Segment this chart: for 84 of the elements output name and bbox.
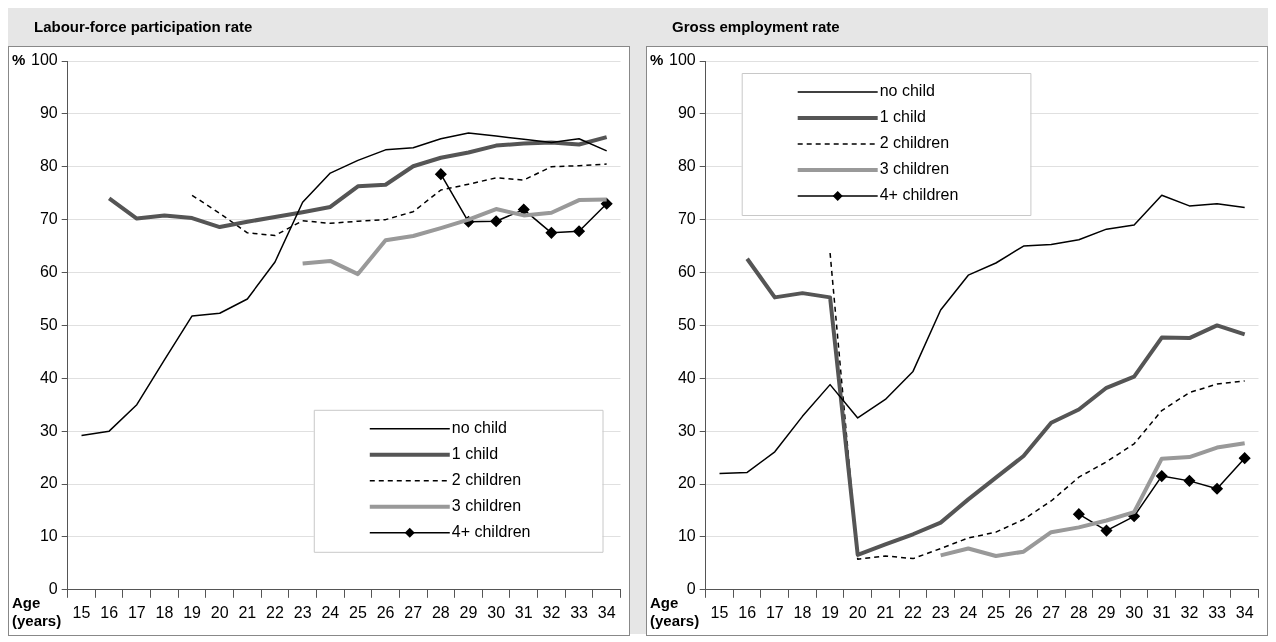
chart-title: Gross employment rate [671,17,841,37]
legend-label: 2 children [879,134,950,152]
chart-title: Labour-force participation rate [33,17,254,37]
x-tick-label: 15 [72,603,91,621]
x-tick-label: 33 [570,603,589,621]
y-tick-label: 20 [677,474,696,492]
x-tick-label: 20 [848,603,867,621]
x-tick-label: 15 [710,603,729,621]
point [490,215,502,227]
x-tick-label: 32 [542,603,561,621]
legend-label: no child [879,82,935,100]
x-tick-label: 28 [431,603,450,621]
y-tick-label: 100 [30,51,58,69]
y-axis-title: % [650,51,664,69]
x-tick-label: 24 [959,603,978,621]
point [1073,508,1085,520]
point [1238,452,1251,464]
y-tick-label: 90 [39,104,58,122]
y-tick-label: 80 [677,157,696,175]
y-tick-label: 10 [677,527,696,545]
x-tick-label: 22 [266,603,284,621]
legend-label: 3 children [451,497,522,515]
legend-label: 4+ children [451,523,531,541]
y-tick-label: 40 [677,368,696,386]
y-tick-label: 10 [39,527,58,545]
x-tick-label: 29 [459,603,478,621]
point [1156,470,1168,482]
legend-label: 4+ children [879,186,959,204]
x-tick-label: 19 [821,603,840,621]
point [435,168,447,180]
point [573,225,585,238]
y-tick-label: 50 [677,315,696,333]
x-tick-label: 23 [293,603,312,621]
x-tick-label: 21 [876,603,895,621]
y-tick-label: 60 [39,262,58,280]
point [1100,524,1113,537]
y-tick-label: 100 [668,51,696,69]
y-tick-label: 30 [39,421,58,439]
x-tick-label: 19 [183,603,202,621]
legend-label: 3 children [879,160,950,178]
legend-label: 2 children [451,471,522,489]
point [545,227,558,239]
point [1183,475,1196,487]
x-tick-label: 29 [1097,603,1116,621]
x-tick-label: 16 [100,603,119,621]
x-tick-label: 17 [127,603,146,621]
x-tick-label: 27 [1042,603,1061,621]
x-tick-label: 18 [155,603,174,621]
x-tick-label: 28 [1069,603,1088,621]
y-tick-label: 80 [39,157,58,175]
x-tick-label: 21 [238,603,257,621]
y-tick-label: 70 [39,210,58,228]
y-tick-label: 70 [677,210,696,228]
point [1211,483,1223,495]
y-tick-label: 60 [677,262,696,280]
x-tick-label: 34 [597,603,616,621]
legend-label: no child [451,419,507,437]
x-tick-label: 18 [793,603,812,621]
legend-label: 1 child [879,108,926,126]
x-tick-label: 26 [376,603,395,621]
x-tick-label: 23 [931,603,950,621]
y-tick-label: 20 [39,474,58,492]
x-tick-label: 31 [1152,603,1171,621]
y-tick-label: 90 [677,104,696,122]
y-tick-label: 50 [39,315,58,333]
x-tick-label: 34 [1235,603,1254,621]
x-tick-label: 30 [487,603,506,621]
x-tick-label: 25 [987,603,1005,621]
x-tick-label: 31 [514,603,533,621]
y-tick-label: 40 [39,368,58,386]
y-tick-label: 30 [677,421,696,439]
y-axis-title: % [12,51,26,69]
x-tick-label: 26 [1014,603,1033,621]
x-tick-label: 27 [404,603,423,621]
x-tick-label: 25 [349,603,367,621]
x-tick-label: 24 [321,603,340,621]
x-tick-label: 20 [210,603,229,621]
x-tick-label: 32 [1180,603,1199,621]
x-tick-label: 33 [1208,603,1227,621]
x-tick-label: 16 [738,603,757,621]
x-tick-label: 17 [765,603,784,621]
x-tick-label: 22 [904,603,922,621]
x-tick-label: 30 [1125,603,1144,621]
legend-label: 1 child [451,445,499,463]
